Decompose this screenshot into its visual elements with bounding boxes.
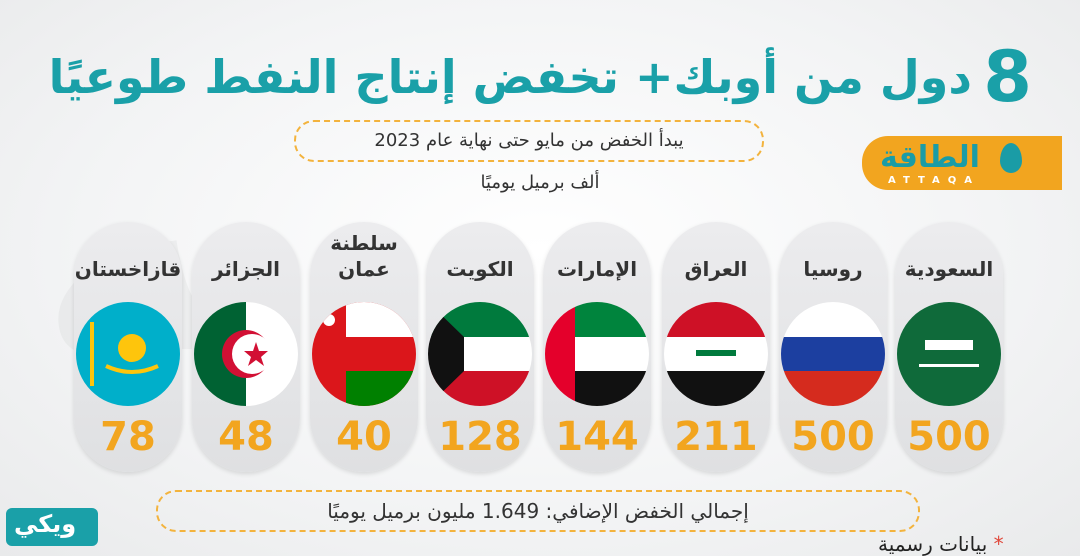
source-text: بيانات رسمية: [878, 532, 988, 556]
cut-value: 500: [907, 414, 991, 460]
unit-label: ألف برميل يوميًا: [480, 172, 600, 193]
flag-icon: [312, 302, 416, 406]
source-note: * بيانات رسمية: [878, 532, 1004, 556]
wiki-logo-text: ويكي: [14, 510, 77, 538]
cut-value: 500: [791, 414, 875, 460]
country-name: سلطنة عمان: [330, 231, 398, 281]
cut-value: 48: [218, 414, 274, 460]
flag-icon: [664, 302, 768, 406]
title: دول من أوبك+ تخفض إنتاج النفط طوعيًا 8: [0, 36, 1080, 118]
source-star: *: [993, 532, 1004, 556]
flag-icon: [428, 302, 532, 406]
cut-value: 144: [555, 414, 639, 460]
title-text: دول من أوبك+ تخفض إنتاج النفط طوعيًا: [48, 50, 972, 104]
country-name: روسيا: [803, 257, 863, 281]
country-name: قازاخستان: [74, 257, 182, 281]
flag-icon: [545, 302, 649, 406]
logo-banner: [862, 136, 1062, 190]
flag-icon: [194, 302, 298, 406]
cut-value: 211: [674, 414, 758, 460]
flag-icon: [897, 302, 1001, 406]
country-name: العراق: [684, 257, 748, 281]
flag-icon: [781, 302, 885, 406]
cut-value: 128: [438, 414, 522, 460]
country-name: الكويت: [446, 257, 514, 281]
country-name: الجزائر: [211, 257, 281, 281]
wiki-logo: [6, 508, 98, 546]
logo-text: الطاقة: [880, 140, 980, 175]
cut-value: 78: [100, 414, 156, 460]
country-name: الإمارات: [556, 257, 638, 281]
country-name: السعودية: [904, 257, 994, 281]
logo-drop-icon: [1000, 143, 1022, 173]
subtitle: يبدأ الخفض من مايو حتى نهاية عام 2023: [294, 120, 764, 162]
flag-icon: [76, 302, 180, 406]
cut-value: 40: [336, 414, 392, 460]
total-cut: إجمالي الخفض الإضافي: 1.649 مليون برميل …: [156, 490, 920, 532]
title-number: 8: [983, 36, 1032, 118]
logo-subtext: ATTAQA: [888, 175, 981, 186]
